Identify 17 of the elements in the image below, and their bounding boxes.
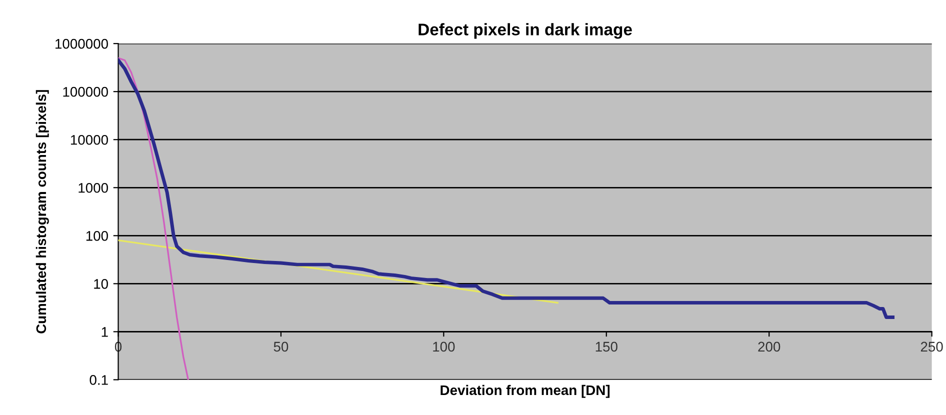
x-axis-title: Deviation from mean [DN] bbox=[440, 384, 610, 398]
y-tick-label: 10000 bbox=[70, 134, 108, 145]
line-series bbox=[118, 58, 894, 319]
y-axis-title: Cumulated histogram counts [pixels] bbox=[36, 90, 49, 334]
y-tick-label: 0.1 bbox=[90, 375, 108, 385]
chart-title: Defect pixels in dark image bbox=[418, 23, 632, 39]
x-tick-label: 50 bbox=[274, 342, 288, 352]
y-tick-label: 100000 bbox=[63, 86, 108, 97]
y-tick-label: 1000000 bbox=[56, 38, 108, 49]
y-tick-label: 10 bbox=[94, 279, 108, 289]
y-tick-label: 1 bbox=[102, 327, 108, 337]
x-tick-label: 200 bbox=[758, 342, 780, 352]
x-tick-label: 250 bbox=[920, 342, 943, 352]
y-tick-label: 100 bbox=[86, 230, 108, 241]
x-tick-label: 150 bbox=[596, 342, 618, 352]
x-tick-label: 100 bbox=[433, 342, 455, 352]
y-tick-label: 1000 bbox=[78, 182, 108, 193]
